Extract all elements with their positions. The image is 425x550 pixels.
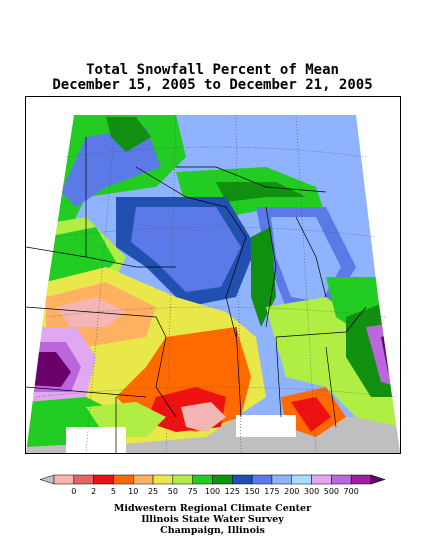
snowfall-map <box>25 96 401 454</box>
legend-label: 0 <box>71 487 76 496</box>
legend-label: 150 <box>244 487 259 496</box>
legend-label: 25 <box>148 487 158 496</box>
legend-arrow-low <box>40 474 55 485</box>
legend-label: 10 <box>128 487 138 496</box>
legend-label: 500 <box>324 487 339 496</box>
legend-swatch <box>53 474 75 485</box>
legend-swatch <box>251 474 273 485</box>
color-legend: 0 2 5 10 25 50 75 100 125 150 175 200 300 500 700 <box>40 474 385 496</box>
legend-label: 50 <box>168 487 178 496</box>
legend-swatch <box>93 474 114 485</box>
legend-swatch <box>152 474 174 485</box>
credit-organization: Midwestern Regional Climate Center <box>113 503 312 514</box>
legend-swatch <box>291 474 312 485</box>
legend-label: 700 <box>344 487 359 496</box>
legend-swatch <box>212 474 233 485</box>
legend-swatch <box>73 474 94 485</box>
snowfall-map-graphic <box>26 97 400 453</box>
legend-swatch <box>172 474 193 485</box>
legend-swatch <box>311 474 332 485</box>
legend-swatch <box>113 474 134 485</box>
legend-label: 200 <box>284 487 299 496</box>
legend-swatch <box>271 474 292 485</box>
map-title: Total Snowfall Percent of Mean <box>86 62 339 78</box>
legend-label: 125 <box>225 487 240 496</box>
legend-label: 2 <box>91 487 96 496</box>
legend-swatch <box>192 474 213 485</box>
legend-arrow-high <box>370 474 385 485</box>
legend-swatch <box>350 474 372 485</box>
legend-swatch <box>133 474 154 485</box>
legend-label: 75 <box>188 487 198 496</box>
map-date-range: December 15, 2005 to December 21, 2005 <box>52 77 373 93</box>
legend-label: 100 <box>205 487 220 496</box>
legend-swatch <box>331 474 352 485</box>
credit-survey: Illinois State Water Survey <box>141 514 284 525</box>
credit-location: Champaign, Illinois <box>160 525 265 536</box>
legend-label: 5 <box>111 487 116 496</box>
legend-label: 175 <box>264 487 279 496</box>
legend-label: 300 <box>304 487 319 496</box>
legend-swatch <box>232 474 253 485</box>
